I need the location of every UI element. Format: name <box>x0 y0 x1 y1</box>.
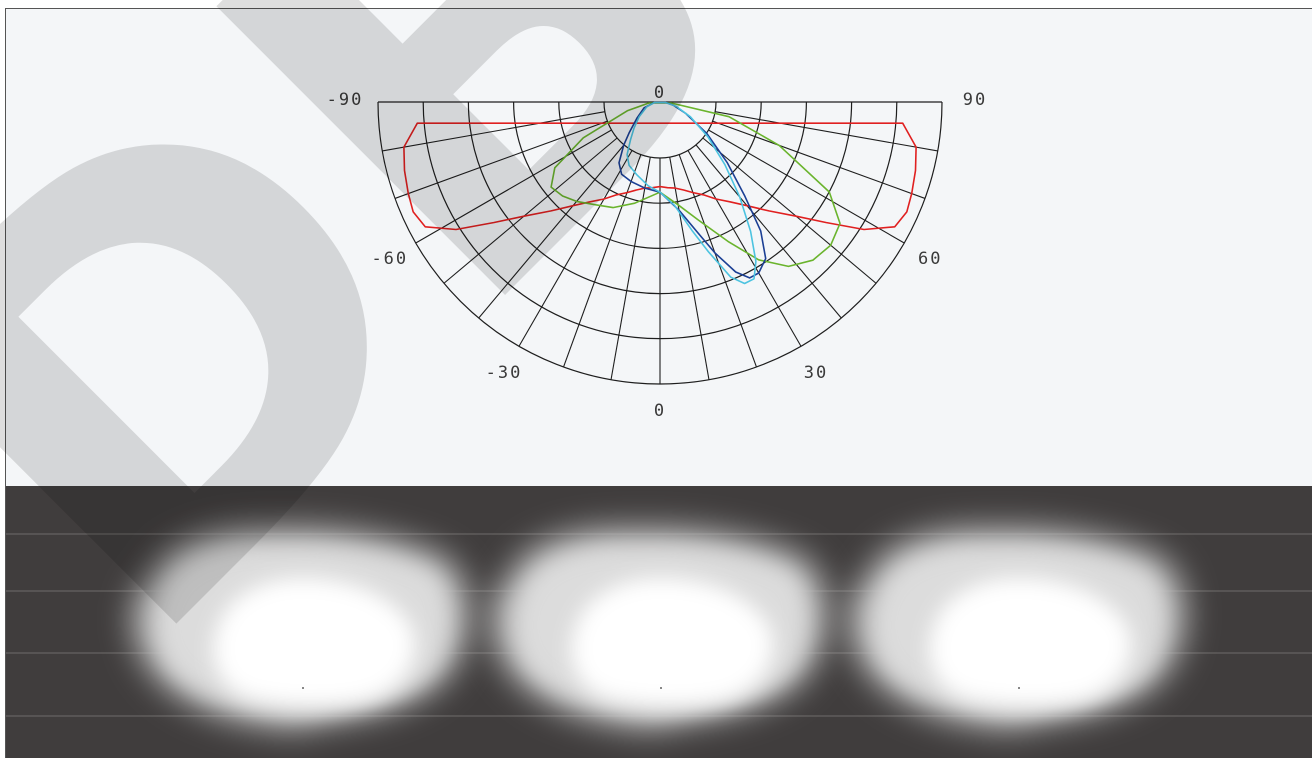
inner-ring <box>603 101 717 159</box>
spoke <box>669 157 710 380</box>
spoke <box>712 120 926 199</box>
tick-label: 60 <box>918 249 942 269</box>
spot-core <box>213 578 415 706</box>
spot-core <box>929 578 1131 706</box>
light-spot-3 <box>848 527 1186 730</box>
light-spot-1 <box>132 527 470 730</box>
curve-series-1 <box>403 122 917 231</box>
intensity-curves <box>403 101 917 285</box>
spoke <box>687 150 802 347</box>
spoke <box>678 154 757 368</box>
spoke <box>708 129 905 244</box>
curve-series-3 <box>618 101 767 279</box>
spot-center-marker <box>1018 687 1020 689</box>
spoke <box>394 120 608 199</box>
spot-center-marker <box>660 687 662 689</box>
floor-illuminance-view <box>6 486 1312 758</box>
light-spots <box>132 527 1186 730</box>
tick-label: 90 <box>963 90 987 110</box>
spoke <box>518 150 633 347</box>
spot-center-marker <box>302 687 304 689</box>
angle-tick-labels: -90 0 90 -60 60 -30 30 0 <box>327 83 987 421</box>
polar-grid <box>377 101 943 385</box>
tick-label: 0 <box>654 401 666 421</box>
spot-core <box>571 578 773 706</box>
spoke <box>443 137 618 284</box>
tick-label: -90 <box>327 90 364 110</box>
curve-series-2 <box>550 102 841 268</box>
light-spot-2 <box>490 527 828 730</box>
spoke <box>478 144 625 319</box>
spoke <box>382 111 605 152</box>
spoke <box>415 129 612 244</box>
polar-chart: -90 0 90 -60 60 -30 30 0 <box>327 83 987 421</box>
spoke <box>563 154 642 368</box>
tick-label: -30 <box>486 363 523 383</box>
tick-label: -60 <box>371 249 408 269</box>
spoke <box>695 144 842 319</box>
tick-label: 0 <box>654 83 666 103</box>
spoke <box>610 157 651 380</box>
spoke <box>702 137 877 284</box>
spoke <box>715 111 938 152</box>
curve-series-4 <box>626 101 757 285</box>
tick-label: 30 <box>804 363 828 383</box>
